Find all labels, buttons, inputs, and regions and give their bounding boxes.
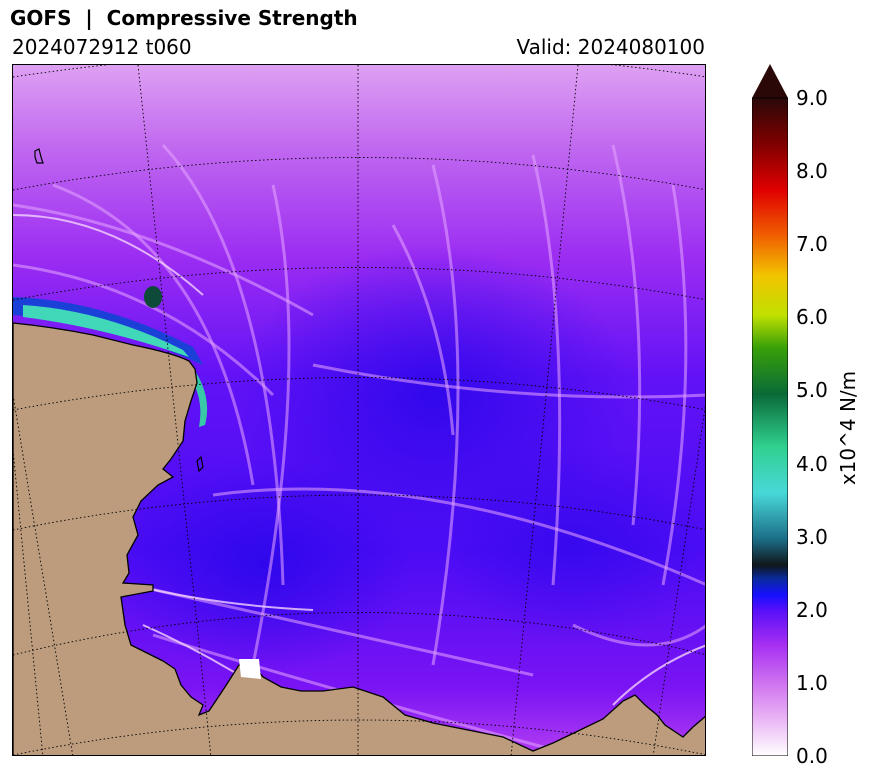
- colorbar-tick-label: 2.0: [796, 597, 828, 622]
- colorbar-fill: [752, 97, 788, 756]
- colorbar-tick-label: 9.0: [796, 86, 828, 110]
- ice-lead-lines-bright: [13, 214, 705, 726]
- valid-time-label: Valid: 2024080100: [516, 35, 705, 59]
- small-island: [34, 148, 44, 164]
- colorbar-gradient: [752, 64, 788, 756]
- small-island: [196, 455, 204, 473]
- strong-ice-patch: [113, 455, 413, 675]
- map-panel: [12, 64, 706, 756]
- colorbar-unit-label: x10^4 N/m: [836, 370, 860, 486]
- coastal-high-strength-spot: [144, 286, 162, 308]
- colorbar-tick-label: 4.0: [796, 451, 828, 476]
- colorbar-tick-label: 5.0: [796, 378, 828, 403]
- map-canvas: [13, 65, 705, 755]
- colorbar: [752, 64, 788, 756]
- strong-ice-patch: [443, 445, 703, 645]
- colorbar-tick-label: 0.0: [796, 744, 828, 768]
- map-title: GOFS | Compressive Strength: [10, 6, 358, 30]
- colorbar-tick-label: 7.0: [796, 232, 828, 257]
- colorbar-tick-label: 1.0: [796, 670, 828, 695]
- coastal-high-strength-band: [23, 305, 189, 357]
- coastal-high-strength-band: [185, 365, 208, 427]
- colorbar-tick-label: 3.0: [796, 524, 828, 549]
- run-time-label: 2024072912 t060: [12, 35, 192, 59]
- ice-lead-lines: [13, 143, 705, 755]
- colorbar-tick-label: 6.0: [796, 305, 828, 330]
- colorbar-extend-triangle: [752, 64, 788, 98]
- alaska-land: [13, 322, 705, 755]
- canada-ice-gap: [239, 659, 261, 679]
- colorbar-tick-label: 8.0: [796, 159, 828, 184]
- graticule: [13, 65, 705, 755]
